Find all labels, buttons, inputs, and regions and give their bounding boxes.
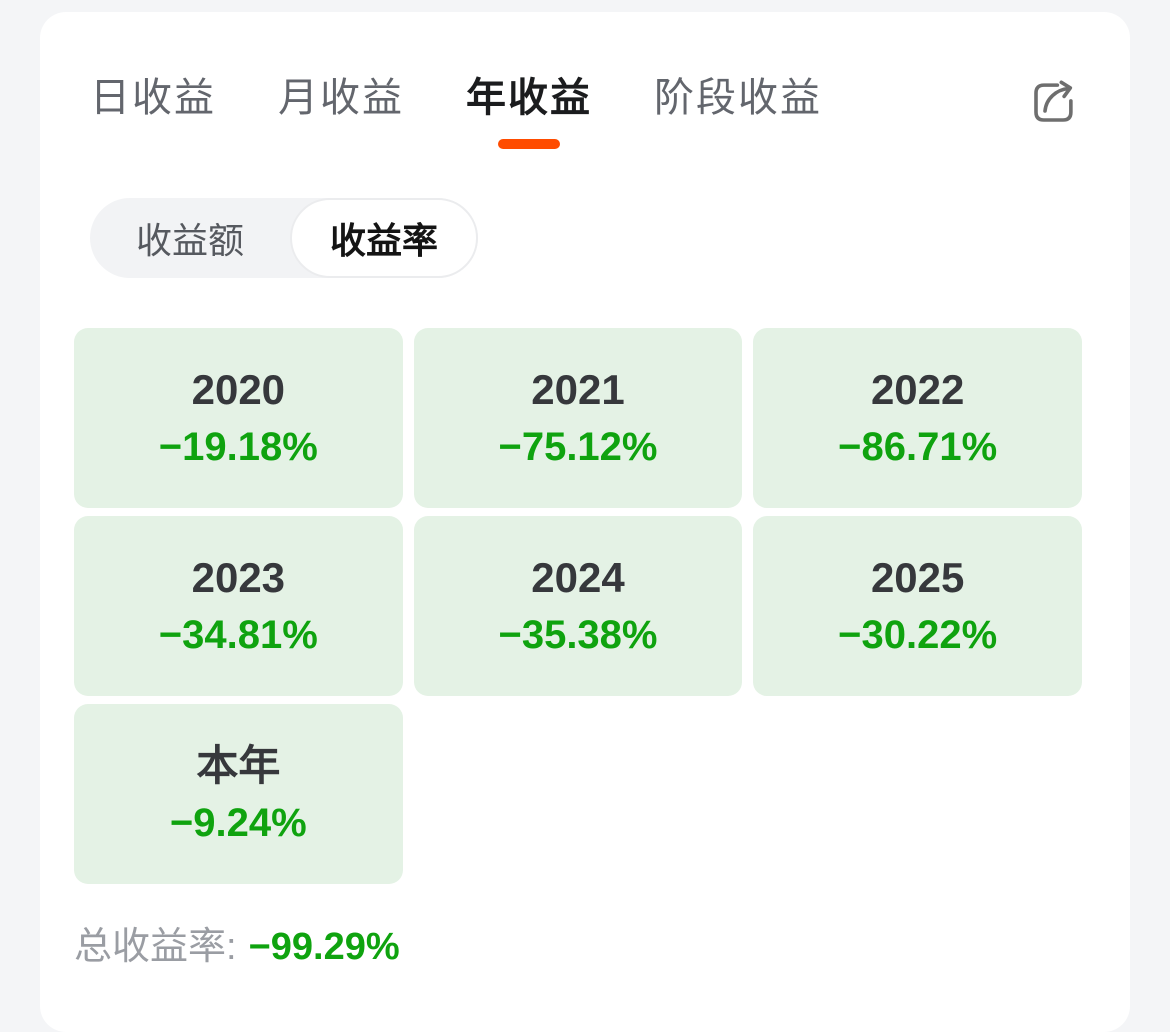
year-return-value: −75.12%	[498, 425, 658, 469]
year-label: 本年	[196, 742, 281, 789]
share-icon	[1034, 80, 1073, 122]
tab-daily-return[interactable]: 日收益	[90, 78, 216, 149]
year-return-value: −35.38%	[498, 613, 658, 657]
share-button[interactable]	[1026, 74, 1082, 130]
tab-stage-return-label: 阶段收益	[654, 76, 822, 120]
year-label: 2022	[870, 366, 965, 413]
returns-tabs-bar: 日收益 月收益 年收益 阶段收益	[90, 78, 1082, 149]
year-return-value: −30.22%	[838, 613, 998, 657]
metric-toggle: 收益额 收益率	[90, 198, 479, 278]
year-return-value: −9.24%	[169, 801, 307, 845]
tab-underline	[310, 139, 372, 149]
year-label: 2021	[531, 366, 625, 413]
tab-monthly-return[interactable]: 月收益	[278, 78, 404, 149]
active-tab-underline	[498, 139, 560, 149]
year-label: 2023	[191, 554, 286, 601]
total-return-label: 总收益率:	[74, 926, 237, 968]
toggle-return-amount[interactable]: 收益额	[136, 220, 245, 261]
year-label: 2024	[531, 554, 625, 601]
year-return-value: −19.18%	[158, 425, 318, 469]
yearly-returns-panel: 日收益 月收益 年收益 阶段收益 收益额 收益率 2020	[40, 12, 1130, 1032]
total-return-row: 总收益率: −99.29%	[74, 928, 1082, 966]
total-return-value: −99.29%	[248, 926, 400, 968]
tab-stage-return[interactable]: 阶段收益	[654, 78, 822, 149]
toggle-return-rate[interactable]: 收益率	[290, 198, 479, 278]
year-card-2025: 2025 −30.22%	[753, 516, 1082, 696]
year-card-2024: 2024 −35.38%	[413, 516, 743, 696]
year-return-value: −34.81%	[158, 613, 318, 657]
year-label: 2025	[870, 554, 965, 601]
year-card-2022: 2022 −86.71%	[753, 328, 1082, 508]
year-label: 2020	[191, 366, 286, 413]
tab-monthly-return-label: 月收益	[278, 76, 404, 120]
year-card-2021: 2021 −75.12%	[413, 328, 743, 508]
tab-daily-return-label: 日收益	[90, 76, 216, 120]
year-return-value: −86.71%	[838, 425, 998, 469]
tab-yearly-return[interactable]: 年收益	[466, 78, 592, 149]
tab-underline	[707, 139, 769, 149]
yearly-returns-grid: 2020 −19.18% 2021 −75.12% 2022 −86.71% 2…	[74, 328, 1082, 884]
tab-yearly-return-label: 年收益	[466, 76, 592, 120]
year-card-2020: 2020 −19.18%	[74, 328, 403, 508]
year-card-current: 本年 −9.24%	[74, 704, 403, 884]
tab-underline	[122, 139, 184, 149]
year-card-2023: 2023 −34.81%	[74, 516, 403, 696]
